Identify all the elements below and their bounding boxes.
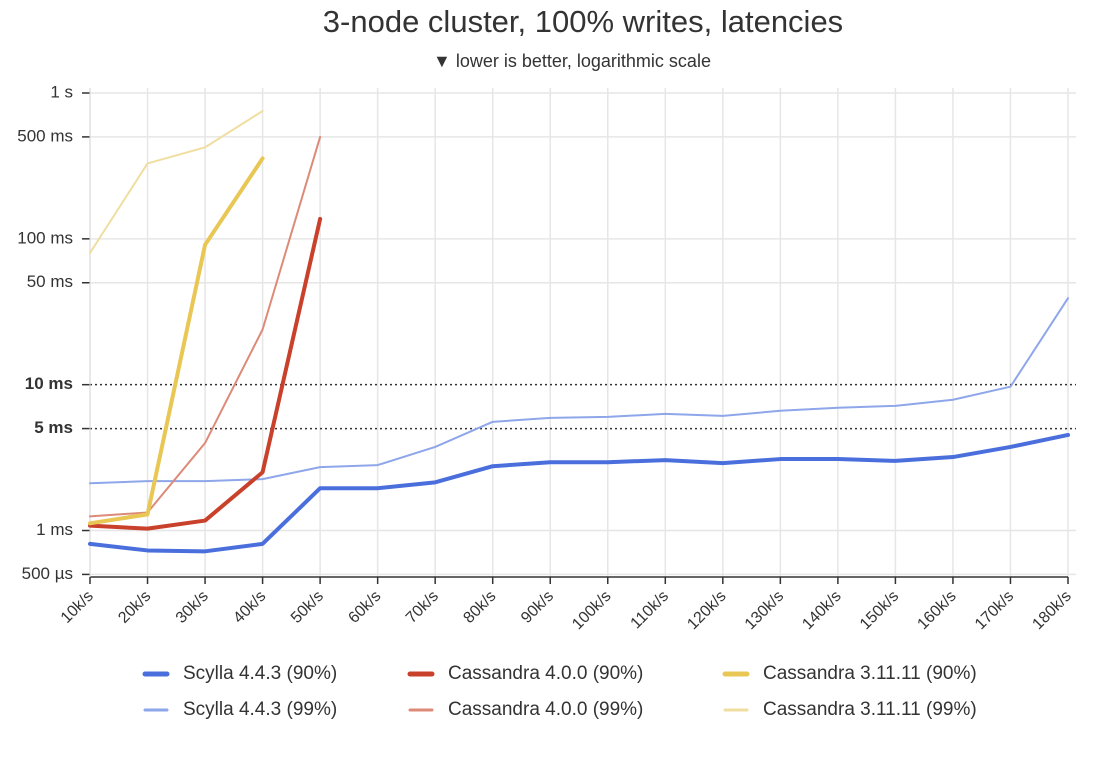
x-tick-label: 10k/s	[58, 588, 97, 627]
y-tick-label: 5 ms	[34, 418, 73, 437]
x-tick-label: 70k/s	[403, 588, 442, 627]
series-line	[88, 156, 265, 526]
x-tick-label: 90k/s	[518, 588, 557, 627]
x-tick-label: 120k/s	[684, 588, 729, 633]
x-tick-label: 20k/s	[115, 588, 154, 627]
x-tick-label: 100k/s	[569, 588, 614, 633]
y-tick-label: 100 ms	[17, 228, 73, 247]
series-line	[89, 297, 1069, 485]
x-tick-label: 80k/s	[460, 588, 499, 627]
y-tick-label: 500 ms	[17, 126, 73, 145]
x-tick-label: 180k/s	[1029, 588, 1074, 633]
y-tick-label: 500 µs	[22, 564, 73, 583]
y-tick-label: 1 s	[50, 82, 73, 101]
legend-label: Cassandra 4.0.0 (99%)	[448, 699, 643, 720]
legend-label: Scylla 4.4.3 (90%)	[183, 663, 337, 684]
chart-subtitle: ▼ lower is better, logarithmic scale	[433, 51, 711, 71]
legend-label: Cassandra 3.11.11 (99%)	[763, 699, 977, 720]
y-tick-label: 50 ms	[27, 272, 73, 291]
x-tick-label: 140k/s	[799, 588, 844, 633]
legend-label: Scylla 4.4.3 (99%)	[183, 699, 337, 720]
series-line	[88, 432, 1070, 554]
series-line	[89, 135, 322, 518]
chart-title: 3-node cluster, 100% writes, latencies	[323, 4, 843, 39]
y-tick-label: 10 ms	[25, 374, 73, 393]
legend-label: Cassandra 4.0.0 (90%)	[448, 663, 643, 684]
x-tick-label: 150k/s	[857, 588, 902, 633]
x-tick-label: 50k/s	[288, 588, 327, 627]
x-tick-label: 130k/s	[742, 588, 787, 633]
legend-label: Cassandra 3.11.11 (90%)	[763, 663, 977, 684]
x-tick-label: 40k/s	[230, 588, 269, 627]
x-tick-label: 170k/s	[972, 588, 1017, 633]
x-tick-label: 30k/s	[173, 588, 212, 627]
series-line	[89, 110, 264, 254]
y-tick-label: 1 ms	[36, 520, 73, 539]
series-line	[88, 216, 323, 531]
x-tick-label: 60k/s	[345, 588, 384, 627]
x-tick-label: 110k/s	[628, 588, 673, 633]
x-tick-label: 160k/s	[914, 588, 959, 633]
